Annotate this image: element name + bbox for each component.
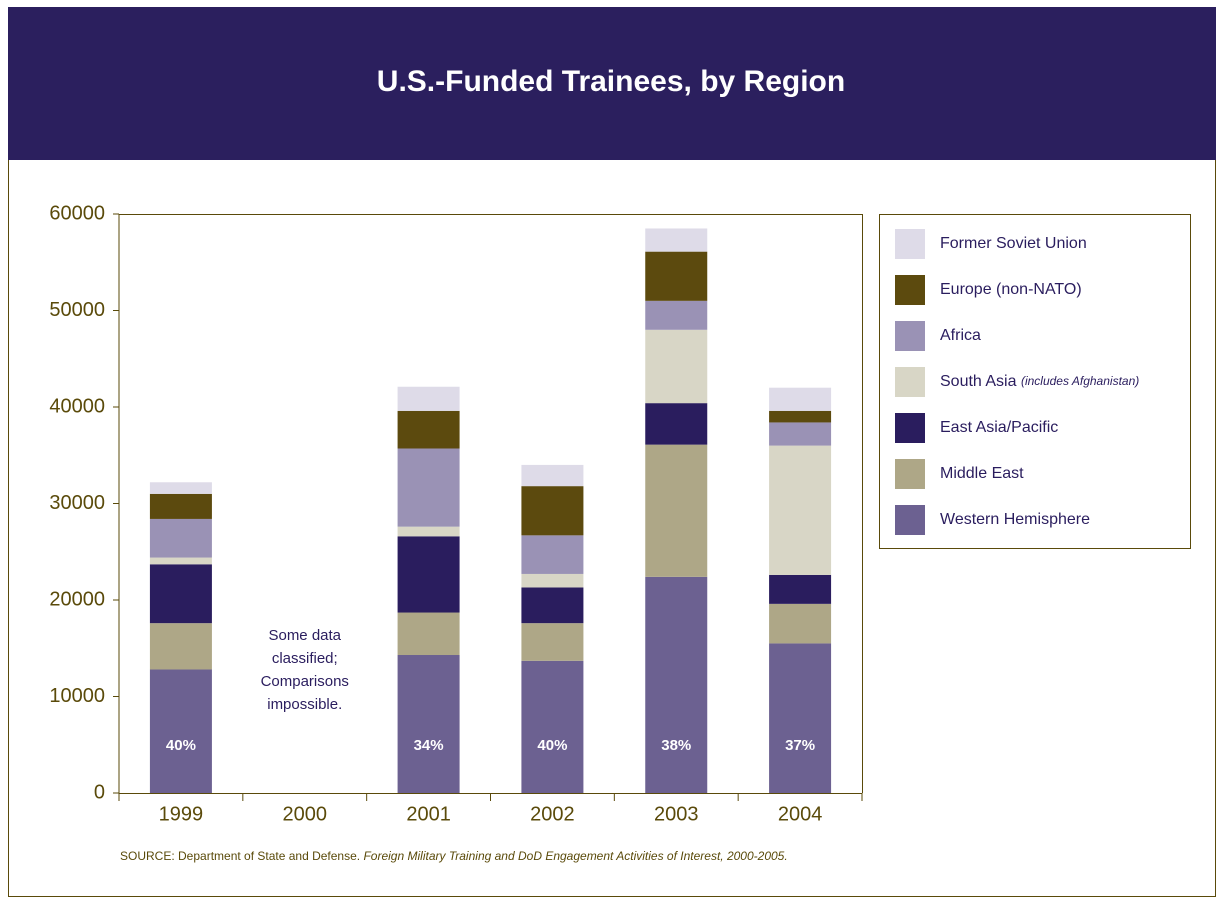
bar-segment	[645, 300, 708, 330]
bar-label: 37%	[785, 737, 815, 754]
annotation-word: Comparisons	[261, 673, 349, 690]
legend-swatch	[895, 413, 925, 443]
bar-segment	[149, 669, 212, 793]
bar-segment	[521, 623, 584, 661]
bar-segment	[397, 655, 460, 793]
bar-label: 40%	[166, 737, 196, 754]
annotation: Some data	[268, 627, 341, 644]
x-tick-label: 2003	[654, 803, 699, 825]
legend-label: South Asia (includes Afghanistan)	[940, 373, 1139, 390]
x-tick-label: 2000	[283, 803, 328, 825]
bar-label: 38%	[661, 737, 691, 754]
annotation-word: impossible.	[267, 696, 342, 713]
legend-label: East Asia/Pacific	[940, 419, 1058, 436]
bar-segment	[645, 444, 708, 577]
legend-swatch	[895, 367, 925, 397]
legend-name: East Asia/Pacific	[940, 419, 1058, 436]
legend-label: Former Soviet Union	[940, 235, 1087, 252]
bar-segment	[521, 660, 584, 793]
bar-segment	[149, 518, 212, 558]
bar-segment	[397, 386, 460, 411]
bar-segment	[397, 448, 460, 527]
bar-segment	[769, 410, 832, 423]
annotation-word: classified;	[272, 650, 338, 667]
bar-segment	[769, 387, 832, 411]
legend-name: Middle East	[940, 465, 1024, 482]
bar-segment	[645, 329, 708, 404]
bar-segment	[521, 535, 584, 574]
legend-name: Europe (non-NATO)	[940, 281, 1082, 298]
bar-segment	[397, 536, 460, 613]
bar-segment	[149, 482, 212, 494]
bar-segment	[149, 564, 212, 624]
x-tick-label: 2002	[530, 803, 575, 825]
bar-segment	[397, 526, 460, 537]
source-text: SOURCE: Department of State and Defense.	[120, 849, 360, 863]
bar-segment	[397, 612, 460, 656]
legend-swatch	[895, 275, 925, 305]
bar-segment	[769, 574, 832, 604]
legend-name: South Asia	[940, 373, 1017, 390]
legend-label: Africa	[940, 327, 981, 344]
bar-segment	[521, 486, 584, 536]
bar-segment	[521, 464, 584, 487]
bar-segment	[397, 410, 460, 449]
bar-segment	[769, 422, 832, 446]
y-tick-label: 60000	[49, 202, 105, 224]
legend-swatch	[895, 321, 925, 351]
x-tick-label: 1999	[159, 803, 204, 825]
legend-swatch	[895, 229, 925, 259]
bar-segment	[769, 445, 832, 575]
bar-segment	[521, 573, 584, 588]
bar-segment	[149, 557, 212, 565]
source: SOURCE: Department of State and Defense.…	[120, 849, 788, 863]
bar-segment	[769, 643, 832, 793]
y-tick-label: 10000	[49, 685, 105, 707]
source-title: Foreign Military Training and DoD Engage…	[363, 849, 787, 863]
bar-segment	[149, 623, 212, 670]
bar-segment	[645, 228, 708, 252]
y-tick-label: 30000	[49, 492, 105, 514]
annotation-word: Some	[268, 627, 307, 644]
annotation: impossible.	[267, 696, 342, 713]
legend-name: Former Soviet Union	[940, 235, 1087, 252]
chart-title: U.S.-Funded Trainees, by Region	[377, 65, 845, 98]
bar-label: 40%	[537, 737, 567, 754]
x-tick-label: 2001	[406, 803, 451, 825]
legend-swatch	[895, 459, 925, 489]
bar-segment	[645, 576, 708, 793]
legend-note: (includes Afghanistan)	[1021, 374, 1139, 388]
x-tick-label: 2004	[778, 803, 823, 825]
bar-segment	[645, 403, 708, 445]
bar-segment	[645, 251, 708, 301]
legend-label: Middle East	[940, 465, 1024, 482]
y-tick-label: 50000	[49, 299, 105, 321]
annotation: classified;	[272, 650, 338, 667]
y-tick-label: 0	[94, 781, 105, 803]
header	[8, 7, 1216, 160]
legend-name: Western Hemisphere	[940, 511, 1090, 528]
bar-segment	[521, 587, 584, 624]
annotation-word: data	[312, 627, 342, 644]
y-tick-label: 40000	[49, 395, 105, 417]
bar-segment	[769, 603, 832, 644]
y-tick-label: 20000	[49, 588, 105, 610]
annotation: Comparisons	[261, 673, 349, 690]
legend-label: Europe (non-NATO)	[940, 281, 1082, 298]
bar-segment	[149, 493, 212, 519]
legend-swatch	[895, 505, 925, 535]
legend-name: Africa	[940, 327, 981, 344]
legend-box	[879, 214, 1191, 549]
bar-label: 34%	[414, 737, 444, 754]
legend-label: Western Hemisphere	[940, 511, 1090, 528]
